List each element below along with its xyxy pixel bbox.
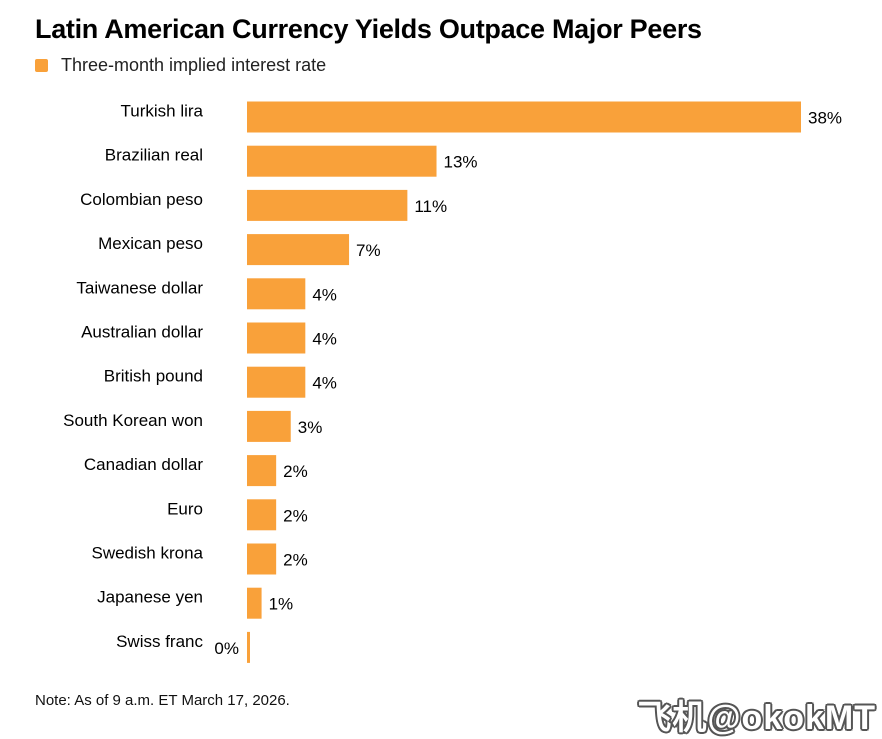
bar [247,101,801,133]
category-label: Canadian dollar [84,455,203,474]
category-label: Japanese yen [97,588,203,607]
bar [247,145,437,177]
bar [247,322,306,354]
category-label: Mexican peso [98,234,203,253]
chart-title: Latin American Currency Yields Outpace M… [35,14,702,44]
bar [247,189,408,221]
watermark: 飞机@okokMT [637,699,876,737]
value-label: 2% [283,462,308,481]
value-label: 3% [298,418,323,437]
bar [247,278,306,310]
value-label: 4% [312,285,337,304]
category-label: Swedish krona [91,543,203,562]
bar [247,631,250,663]
value-label: 38% [808,108,842,127]
bar [247,543,277,575]
bar [247,410,291,442]
bar [247,587,262,619]
category-label: South Korean won [63,411,203,430]
category-label: British pound [104,367,203,386]
category-label: Turkish lira [121,101,204,120]
bar [247,234,350,266]
category-label: Australian dollar [81,322,203,341]
value-label: 0% [214,639,239,658]
legend-swatch [35,59,48,72]
category-label: Swiss franc [116,632,203,651]
legend-label: Three-month implied interest rate [61,55,327,75]
category-label: Brazilian real [105,146,203,165]
value-label: 2% [283,506,308,525]
category-label: Euro [167,499,203,518]
value-label: 4% [312,374,337,393]
value-label: 2% [283,550,308,569]
bar [247,499,277,531]
value-label: 4% [312,329,337,348]
chart-note: Note: As of 9 a.m. ET March 17, 2026. [35,692,290,709]
category-label: Colombian peso [80,190,203,209]
value-label: 13% [444,153,478,172]
bar [247,455,277,487]
category-label: Taiwanese dollar [76,278,203,297]
value-label: 11% [414,197,447,216]
bar [247,366,306,398]
value-label: 7% [356,241,381,260]
legend: Three-month implied interest rate [35,55,326,76]
value-label: 1% [269,595,294,614]
